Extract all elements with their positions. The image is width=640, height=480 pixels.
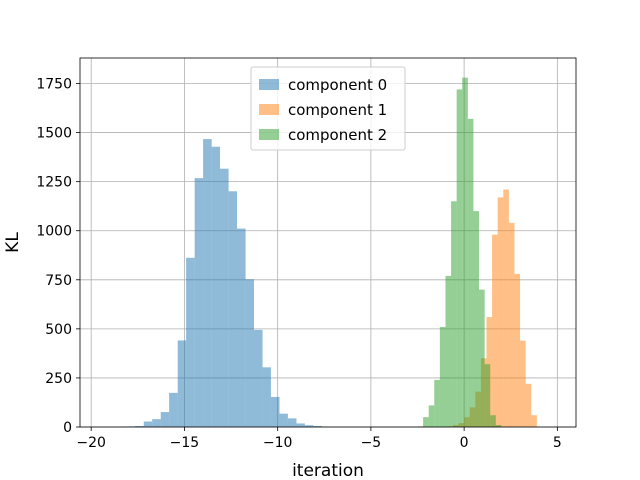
y-axis-label: KL	[3, 232, 23, 253]
histogram-bar	[203, 139, 212, 427]
histogram-bar	[456, 89, 463, 427]
series-0-bars	[118, 139, 331, 427]
histogram-bar	[462, 77, 468, 428]
histogram-bar	[484, 364, 491, 427]
histogram-bar	[296, 423, 305, 427]
histogram-bar	[152, 419, 161, 427]
legend-label: component 0	[288, 76, 387, 94]
histogram-bar	[211, 146, 221, 427]
histogram-bar	[423, 417, 429, 427]
y-tick-label: 1250	[36, 175, 72, 191]
y-tick-label: 750	[45, 273, 72, 289]
histogram-bar	[304, 425, 314, 427]
histogram-bar	[313, 426, 322, 427]
legend-box	[250, 66, 406, 151]
legend-swatch	[259, 104, 279, 115]
y-tick-label: 1500	[36, 126, 72, 142]
histogram-bar	[514, 273, 521, 427]
histogram-bar	[287, 418, 297, 427]
histogram-bar	[169, 392, 178, 427]
histogram-bar	[495, 425, 502, 427]
histogram-bar	[451, 201, 457, 427]
legend-swatch	[259, 129, 279, 140]
histogram-bar	[160, 412, 170, 427]
histogram-bar	[467, 118, 474, 428]
histogram-bar	[479, 289, 485, 427]
x-tick-label: −10	[263, 435, 293, 451]
series-2-bars	[417, 77, 502, 428]
legend-label: component 1	[288, 101, 387, 119]
histogram-bar	[270, 396, 280, 427]
histogram-bar	[186, 257, 195, 427]
histogram-bar	[434, 379, 440, 427]
histogram-bar	[220, 168, 229, 427]
y-tick-label: 1000	[36, 224, 72, 240]
plot-frame	[79, 57, 577, 428]
histogram-bar	[497, 197, 504, 427]
histogram-bar	[531, 415, 537, 427]
histogram-bars	[118, 77, 537, 428]
histogram-bar	[135, 426, 144, 427]
x-tick-label: −20	[76, 435, 106, 451]
histogram-bar	[473, 211, 480, 427]
histogram-bar	[279, 413, 288, 427]
legend: component 0 component 1 component 2	[250, 66, 406, 151]
histogram-bar	[445, 275, 452, 427]
legend-label: component 2	[288, 126, 387, 144]
histogram-bar	[143, 421, 153, 427]
histogram-bar	[525, 383, 532, 427]
y-tick-label: 500	[45, 322, 72, 338]
histogram-bar	[490, 415, 496, 427]
axis-ticks: −20 −15 −10 −5 0 5 0 250 500 750 1000 1250 1500 1750	[36, 77, 561, 451]
histogram-bar	[428, 405, 435, 427]
histogram-bar	[492, 234, 498, 427]
y-tick-label: 1750	[36, 77, 72, 93]
histogram-bar	[508, 222, 515, 427]
y-tick-label: 250	[45, 371, 72, 387]
histogram-bar	[503, 189, 509, 427]
x-tick-label: 5	[553, 435, 562, 451]
histogram-bar	[253, 329, 263, 427]
y-tick-label: 0	[63, 420, 72, 436]
histogram-bar	[439, 326, 446, 427]
x-tick-label: −15	[170, 435, 200, 451]
histogram-bar	[237, 228, 246, 427]
histogram-bar	[194, 178, 204, 427]
histogram-bar	[262, 367, 271, 427]
histogram-bar	[228, 191, 238, 427]
x-axis-label: iteration	[292, 461, 364, 480]
x-tick-label: −5	[361, 435, 382, 451]
histogram-bar	[245, 279, 254, 427]
x-tick-label: 0	[460, 435, 469, 451]
histogram-bar	[520, 340, 526, 427]
legend-swatch	[259, 79, 279, 90]
histogram-bar	[177, 340, 187, 427]
